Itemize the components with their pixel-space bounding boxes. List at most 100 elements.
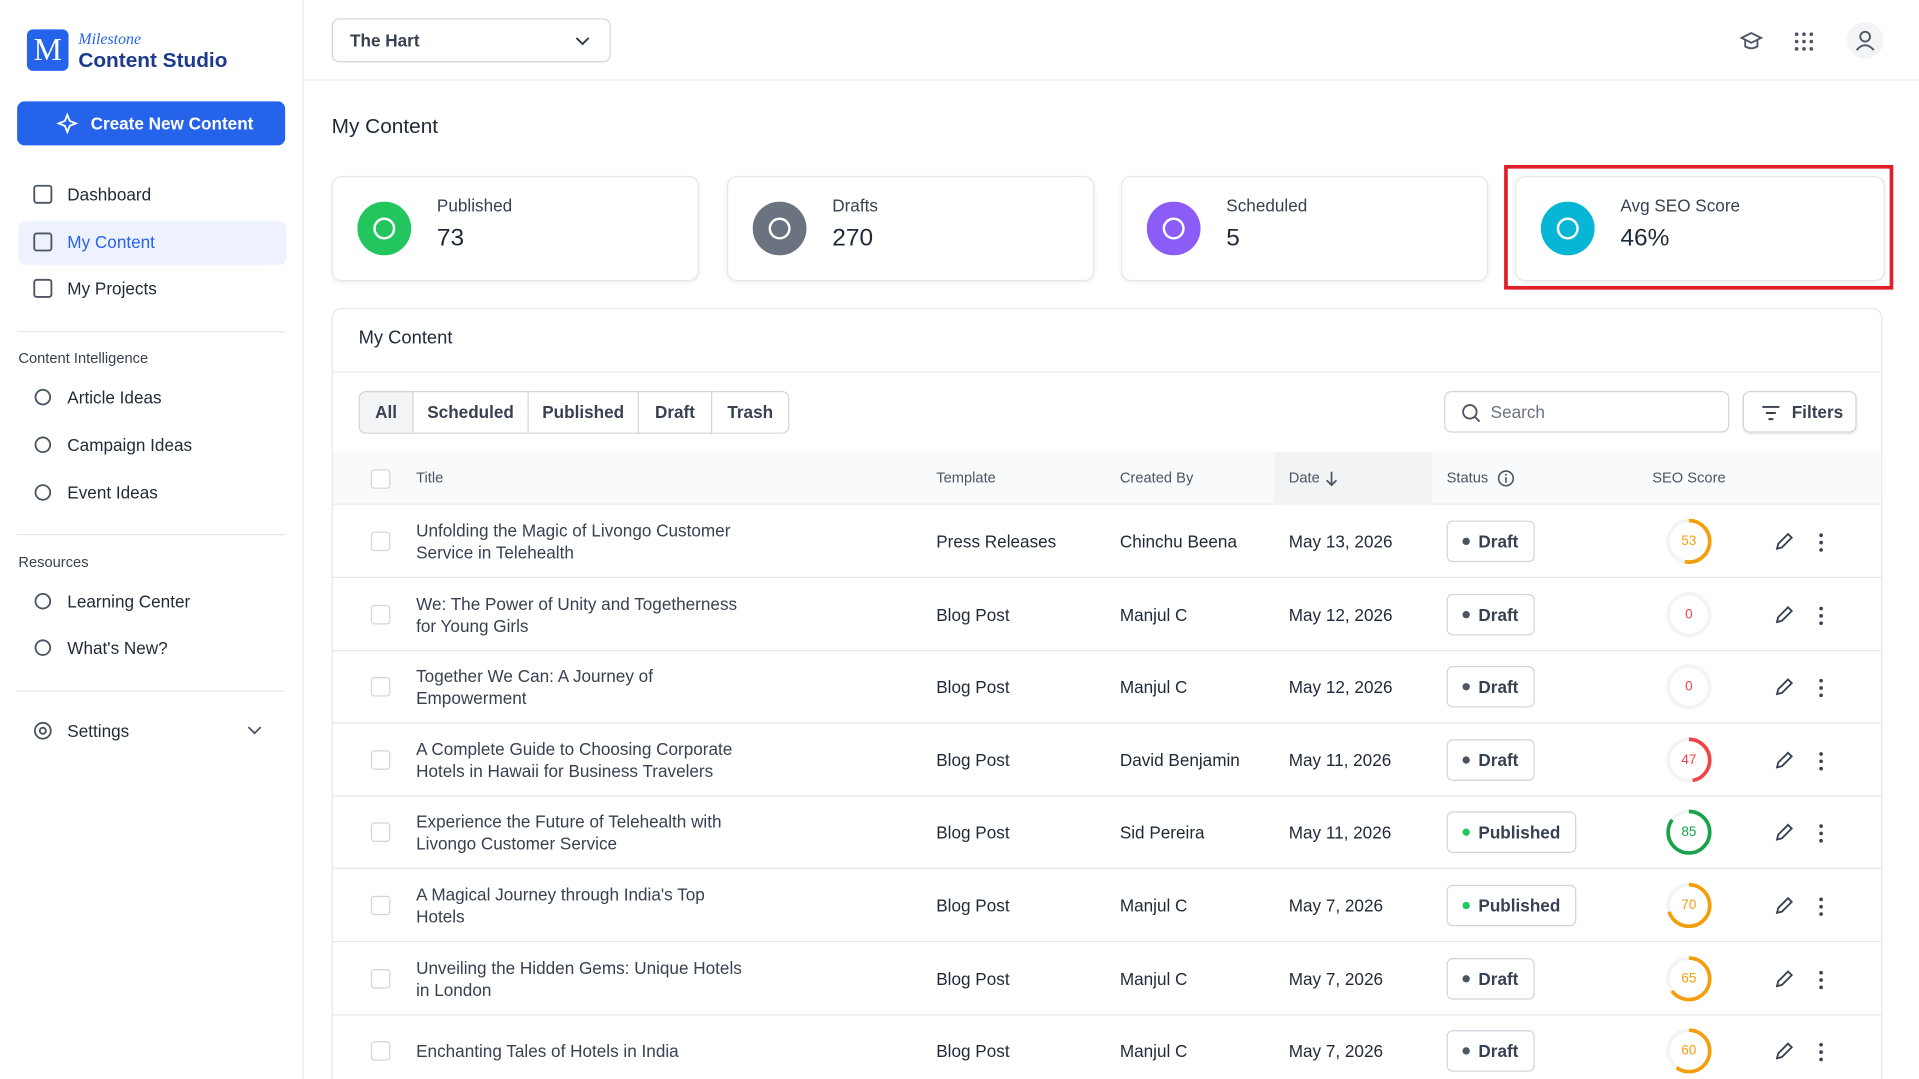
template: Blog Post	[936, 604, 1010, 624]
created-by: Manjul C	[1119, 968, 1188, 989]
status-dot	[1462, 756, 1470, 764]
more-icon[interactable]	[1815, 1041, 1827, 1063]
topbar	[303, 0, 1919, 81]
checkbox[interactable]	[370, 469, 391, 489]
tab[interactable]: Draft	[638, 391, 713, 434]
nav-item[interactable]: My Content	[67, 232, 155, 252]
column-header[interactable]: Title	[416, 469, 444, 487]
icon	[56, 112, 79, 135]
content-title[interactable]: Together We Can: A Journey of Empowermen…	[416, 666, 653, 708]
status-dot	[1462, 683, 1470, 691]
more-icon[interactable]	[1815, 750, 1827, 772]
icon	[33, 232, 53, 252]
search-box[interactable]: Search	[1444, 391, 1730, 433]
content-title[interactable]: A Complete Guide to Choosing Corporate H…	[416, 739, 733, 781]
edit-icon[interactable]	[1773, 530, 1795, 552]
tab[interactable]: All	[358, 391, 414, 434]
stat-card: Avg SEO Score 46%	[1515, 175, 1885, 282]
row-divider	[332, 1013, 1882, 1015]
edit-icon[interactable]	[1773, 895, 1795, 917]
nav-item[interactable]: Settings	[67, 720, 130, 741]
row-divider	[332, 940, 1882, 943]
content-title[interactable]: Unfolding the Magic of Livongo Customer …	[416, 520, 731, 563]
checkbox[interactable]	[370, 968, 391, 989]
stat-card: Published 73	[331, 175, 699, 282]
status-label: Draft	[1478, 1041, 1519, 1061]
icon	[33, 184, 53, 204]
checkbox[interactable]	[370, 1041, 391, 1061]
seo-ring	[1666, 955, 1712, 1001]
edit-icon[interactable]	[1773, 749, 1795, 771]
status-badge: Draft	[1446, 957, 1535, 1000]
icon	[33, 278, 53, 298]
nav-item[interactable]: Dashboard	[67, 184, 152, 205]
table-title: My Content	[358, 327, 453, 349]
row-divider	[332, 795, 1882, 797]
nav-item[interactable]: What's New?	[67, 637, 168, 658]
edit-icon[interactable]	[1773, 603, 1795, 625]
edit-icon[interactable]	[1773, 676, 1795, 698]
stat-value: 73	[436, 224, 465, 252]
highlight-box	[1504, 164, 1894, 290]
more-icon[interactable]	[1815, 604, 1827, 626]
tab[interactable]: Scheduled	[413, 391, 529, 434]
filters-button[interactable]: Filters	[1742, 391, 1857, 433]
nav-item[interactable]: My Projects	[67, 278, 157, 299]
filters-label: Filters	[1791, 402, 1844, 422]
nav-item[interactable]: Learning Center	[67, 591, 191, 611]
checkbox[interactable]	[370, 822, 391, 843]
seo-arc	[1666, 518, 1712, 564]
tab[interactable]: Published	[528, 391, 639, 434]
title-cell: Enchanting Tales of Hotels in India	[416, 1014, 753, 1079]
template: Blog Post	[936, 750, 1010, 770]
date: May 11, 2026	[1288, 750, 1392, 770]
seo-score: 85	[1681, 825, 1697, 840]
seo-score: 60	[1681, 1043, 1697, 1059]
title-cell: Unveiling the Hidden Gems: Unique Hotels…	[416, 942, 753, 1015]
stat-card: Scheduled 5	[1121, 175, 1489, 282]
content-title[interactable]: We: The Power of Unity and Togetherness …	[416, 593, 738, 635]
stat-label: Scheduled	[1226, 195, 1308, 216]
create-button[interactable]: Create New Content	[17, 101, 286, 146]
status-badge: Draft	[1446, 739, 1535, 781]
nav-item[interactable]: Event Ideas	[67, 482, 158, 503]
checkbox[interactable]	[370, 750, 391, 770]
more-icon[interactable]	[1815, 532, 1827, 554]
column-header[interactable]: Status	[1446, 469, 1489, 487]
column-header[interactable]: Template	[936, 469, 996, 487]
content-title[interactable]: Experience the Future of Telehealth with…	[416, 811, 722, 854]
status-label: Draft	[1478, 677, 1519, 697]
column-header[interactable]: SEO Score	[1652, 469, 1726, 487]
edit-icon[interactable]	[1773, 822, 1795, 844]
stat-icon	[1540, 201, 1595, 256]
more-icon[interactable]	[1815, 896, 1827, 918]
property-select[interactable]: The Hart	[331, 18, 611, 63]
edit-icon[interactable]	[1773, 1040, 1795, 1062]
content-title[interactable]: A Magical Journey through India's Top Ho…	[416, 884, 705, 927]
status-badge: Published	[1446, 884, 1577, 927]
edit-icon[interactable]	[1773, 967, 1795, 989]
nav-item[interactable]: Article Ideas	[67, 387, 162, 407]
checkbox[interactable]	[370, 895, 391, 916]
tab[interactable]: Trash	[712, 391, 790, 434]
status-badge: Published	[1446, 811, 1577, 854]
nav-item[interactable]: Campaign Ideas	[67, 435, 193, 455]
column-header[interactable]: Date	[1288, 469, 1320, 487]
content-title[interactable]: Enchanting Tales of Hotels in India	[416, 1041, 679, 1061]
stat-label: Avg SEO Score	[1620, 195, 1741, 216]
column-header[interactable]: Created By	[1119, 469, 1194, 487]
content-title[interactable]: Unveiling the Hidden Gems: Unique Hotels…	[416, 957, 742, 1000]
stat-value: 46%	[1620, 224, 1670, 252]
icon	[33, 721, 52, 740]
checkbox[interactable]	[370, 604, 391, 624]
checkbox[interactable]	[370, 677, 391, 697]
checkbox[interactable]	[370, 531, 391, 552]
more-icon[interactable]	[1815, 969, 1827, 991]
date-header-bg	[1274, 452, 1432, 505]
seo-ring	[1666, 810, 1712, 856]
more-icon[interactable]	[1815, 823, 1827, 845]
more-icon[interactable]	[1815, 677, 1827, 699]
title-cell: Together We Can: A Journey of Empowermen…	[416, 650, 753, 723]
divider	[17, 690, 286, 692]
stat-icon	[357, 201, 412, 256]
